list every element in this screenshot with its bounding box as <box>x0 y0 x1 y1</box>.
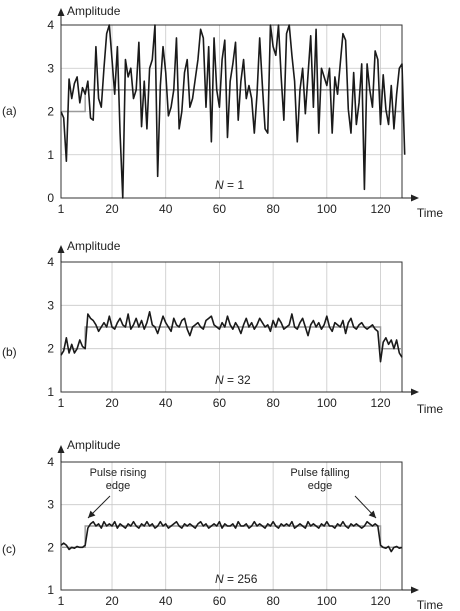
x-tick-label: 20 <box>105 202 119 216</box>
y-tick-label: 3 <box>47 298 54 312</box>
y-tick-label: 2 <box>47 540 54 554</box>
averaging-count-label: N = 32 <box>215 373 251 387</box>
x-axis-arrowhead <box>411 194 419 202</box>
annotation-line: edge <box>106 480 130 492</box>
annotation-line: edge <box>308 480 332 492</box>
x-tick-label: 1 <box>58 594 65 608</box>
annotation-line: Pulse falling <box>290 467 349 479</box>
averaging-count-variable: N <box>215 178 224 192</box>
x-tick-label: 120 <box>371 396 391 410</box>
signal-series-line <box>60 311 403 363</box>
signal-series-line <box>60 520 403 553</box>
signal-series-line <box>60 24 406 199</box>
x-tick-label: 100 <box>317 202 337 216</box>
plot-frame <box>60 261 403 393</box>
x-tick-label: 80 <box>266 396 280 410</box>
y-tick-label: 3 <box>47 61 54 75</box>
x-tick-label: 120 <box>371 202 391 216</box>
x-tick-label: 40 <box>159 396 173 410</box>
panel-label: (a) <box>2 104 17 118</box>
averaging-count-value: = 256 <box>224 572 258 586</box>
y-axis-arrowhead <box>57 8 65 16</box>
averaging-count-value: = 1 <box>224 178 245 192</box>
y-axis-label: Amplitude <box>67 239 121 253</box>
panel-label: (b) <box>2 345 17 359</box>
x-tick-label: 20 <box>105 396 119 410</box>
x-tick-label: 1 <box>58 396 65 410</box>
y-tick-label: 1 <box>47 385 54 399</box>
x-tick-label: 80 <box>266 594 280 608</box>
rising-edge-annotation: Pulse rising edge <box>90 467 147 492</box>
plot-frame <box>60 461 403 591</box>
averaging-count-label: N = 256 <box>215 572 258 586</box>
y-axis-arrowhead <box>57 245 65 253</box>
falling-edge-annotation: Pulse falling edge <box>290 467 349 492</box>
y-axis-label: Amplitude <box>67 4 121 18</box>
ideal-pulse-line <box>61 89 402 113</box>
x-tick-label: 120 <box>371 594 391 608</box>
x-tick-label: 100 <box>317 594 337 608</box>
y-tick-label: 1 <box>47 148 54 162</box>
y-axis-label: Amplitude <box>67 438 121 452</box>
y-tick-label: 4 <box>47 455 54 469</box>
x-tick-label: 60 <box>213 202 227 216</box>
x-tick-label: 60 <box>213 396 227 410</box>
annotation-arrowhead <box>368 510 376 518</box>
x-tick-label: 80 <box>266 202 280 216</box>
x-tick-label: 60 <box>213 594 227 608</box>
x-axis-arrowhead <box>411 388 419 396</box>
averaging-count-variable: N <box>215 373 224 387</box>
x-tick-label: 40 <box>159 594 173 608</box>
y-tick-label: 2 <box>47 105 54 119</box>
annotation-arrowhead <box>88 510 96 518</box>
x-tick-label: 100 <box>317 396 337 410</box>
y-tick-label: 4 <box>47 18 54 32</box>
x-axis-label: Time <box>417 402 444 416</box>
y-tick-label: 0 <box>47 191 54 205</box>
averaging-count-label: N = 1 <box>215 178 244 192</box>
y-tick-label: 2 <box>47 342 54 356</box>
annotation-line: Pulse rising <box>90 467 147 479</box>
averaging-count-value: = 32 <box>224 373 251 387</box>
x-tick-label: 20 <box>105 594 119 608</box>
x-axis-label: Time <box>417 598 444 611</box>
y-axis-arrowhead <box>57 445 65 453</box>
x-tick-label: 40 <box>159 202 173 216</box>
panel-label: (c) <box>2 542 16 556</box>
y-tick-label: 3 <box>47 498 54 512</box>
ideal-pulse-line <box>61 326 402 350</box>
y-tick-label: 1 <box>47 583 54 597</box>
x-tick-label: 1 <box>58 202 65 216</box>
x-axis-arrowhead <box>411 586 419 594</box>
averaging-count-variable: N <box>215 572 224 586</box>
x-axis-label: Time <box>417 206 444 220</box>
y-tick-label: 4 <box>47 255 54 269</box>
